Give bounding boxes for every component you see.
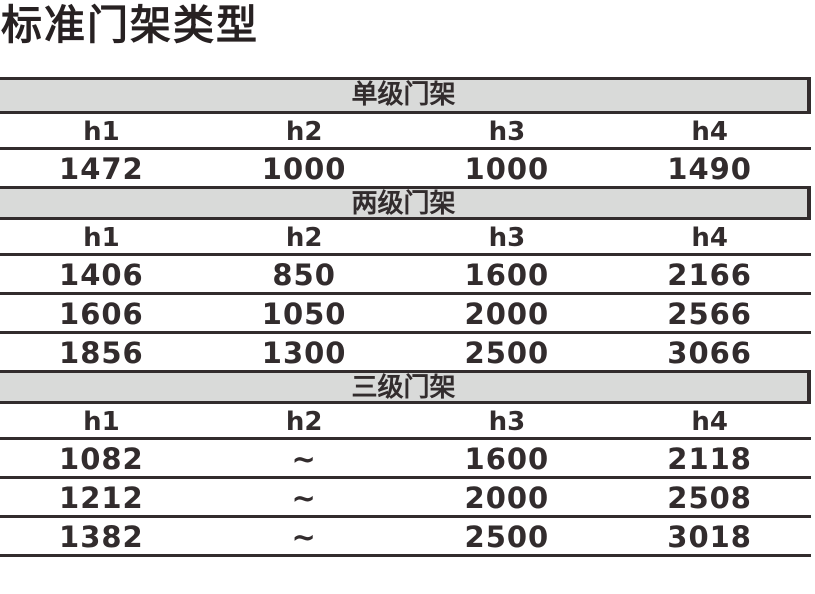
section-title: 两级门架 bbox=[351, 189, 456, 219]
table-row: 1406 850 1600 2166 bbox=[0, 253, 811, 292]
column-header-h2: h2 bbox=[285, 223, 323, 253]
table-cell: 1000 bbox=[261, 152, 347, 186]
table-cell: 3066 bbox=[667, 336, 752, 370]
table-cell: 1856 bbox=[59, 336, 144, 370]
column-header-h4: h4 bbox=[691, 117, 728, 147]
mast-spec-table: 单级门架 h1 h2 h3 h4 1472 1000 1000 1490 两级门… bbox=[0, 77, 811, 557]
section-title: 单级门架 bbox=[351, 80, 456, 110]
column-header-h1: h1 bbox=[83, 407, 120, 437]
column-header-row: h1 h2 h3 h4 bbox=[0, 217, 811, 253]
table-cell: 2508 bbox=[667, 481, 752, 515]
table-row: 1382 ~ 2500 3018 bbox=[0, 515, 811, 554]
column-header-h1: h1 bbox=[83, 117, 120, 147]
table-cell: 2118 bbox=[667, 442, 752, 476]
page-title: 标准门架类型 bbox=[1, 1, 259, 49]
table-cell: 2166 bbox=[667, 258, 752, 292]
table-cell: ~ bbox=[291, 442, 317, 476]
table-row: 1856 1300 2500 3066 bbox=[0, 331, 811, 370]
section-header-row-three-stage: 三级门架 bbox=[0, 370, 811, 403]
table-cell: 1600 bbox=[464, 442, 550, 476]
table-cell: 2500 bbox=[464, 520, 550, 554]
table-cell: 1406 bbox=[59, 258, 144, 292]
column-header-h2: h2 bbox=[285, 117, 323, 147]
table-cell: 1606 bbox=[59, 297, 144, 331]
table-cell: 1050 bbox=[261, 297, 347, 331]
table-cell: 3018 bbox=[667, 520, 752, 554]
column-header-h1: h1 bbox=[83, 223, 120, 253]
table-cell: 1382 bbox=[59, 520, 144, 554]
table-row: 1472 1000 1000 1490 bbox=[0, 147, 811, 186]
table-cell: 1212 bbox=[59, 481, 144, 515]
table-cell: 1490 bbox=[667, 152, 752, 186]
column-header-h2: h2 bbox=[285, 407, 323, 437]
table-cell: 2500 bbox=[464, 336, 550, 370]
table-cell: 850 bbox=[272, 258, 336, 292]
table-cell: ~ bbox=[291, 481, 317, 515]
table-row: 1606 1050 2000 2566 bbox=[0, 292, 811, 331]
column-header-h4: h4 bbox=[691, 223, 728, 253]
column-header-h3: h3 bbox=[488, 223, 526, 253]
table-cell: 2000 bbox=[464, 481, 550, 515]
table-cell: 1000 bbox=[464, 152, 550, 186]
column-header-h3: h3 bbox=[488, 117, 526, 147]
column-header-row: h1 h2 h3 h4 bbox=[0, 401, 811, 437]
table-cell: 1082 bbox=[59, 442, 144, 476]
table-row: 1082 ~ 1600 2118 bbox=[0, 437, 811, 476]
table-cell: 2566 bbox=[667, 297, 752, 331]
table-cell: 1472 bbox=[59, 152, 144, 186]
column-header-row: h1 h2 h3 h4 bbox=[0, 111, 811, 147]
column-header-h4: h4 bbox=[691, 407, 728, 437]
table-cell: ~ bbox=[291, 520, 317, 554]
table-cell: 1600 bbox=[464, 258, 550, 292]
section-header-row-single-stage: 单级门架 bbox=[0, 80, 811, 111]
column-header-h3: h3 bbox=[488, 407, 526, 437]
section-header-row-two-stage: 两级门架 bbox=[0, 186, 811, 219]
table-cell: 1300 bbox=[261, 336, 347, 370]
table-cell: 2000 bbox=[464, 297, 550, 331]
section-title: 三级门架 bbox=[351, 373, 456, 403]
table-row: 1212 ~ 2000 2508 bbox=[0, 476, 811, 515]
